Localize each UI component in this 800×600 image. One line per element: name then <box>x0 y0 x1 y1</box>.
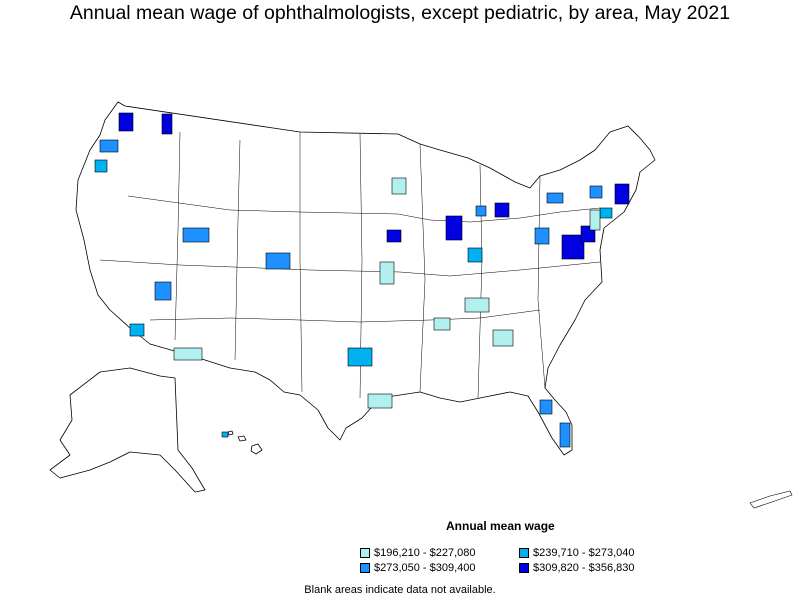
area-atlanta <box>492 329 514 347</box>
area-boston <box>614 183 630 205</box>
area-eugene <box>94 159 108 173</box>
legend-swatch-3 <box>360 563 370 573</box>
area-albany <box>589 185 603 199</box>
area-buffalo <box>546 192 564 204</box>
area-tampa <box>539 399 553 415</box>
area-las-vegas <box>154 281 172 301</box>
area-sioux-falls <box>391 177 407 195</box>
aleutian-islands <box>749 490 793 509</box>
area-indianapolis <box>467 247 483 263</box>
area-pittsburgh <box>534 227 550 245</box>
legend-title: Annual mean wage <box>446 519 555 533</box>
hawaii-outline <box>227 430 263 455</box>
area-portland <box>99 139 119 153</box>
area-wichita <box>379 261 395 285</box>
area-cedar-rapids <box>386 229 402 243</box>
area-tucson <box>173 347 203 361</box>
area-hawaii <box>221 431 229 438</box>
area-milwaukee <box>475 205 487 217</box>
legend-label-2: $239,710 - $273,040 <box>533 547 635 559</box>
area-miami <box>559 422 571 448</box>
area-detroit <box>494 202 510 218</box>
legend-label-3: $273,050 - $309,400 <box>374 562 476 574</box>
map-title: Annual mean wage of ophthalmologists, ex… <box>69 2 731 24</box>
area-san-diego <box>129 323 145 337</box>
legend-item-1: $196,210 - $227,080 <box>360 547 476 559</box>
area-salt-lake <box>182 227 210 243</box>
legend-swatch-1 <box>360 548 370 558</box>
area-nashville <box>464 297 490 313</box>
legend-swatch-2 <box>519 548 529 558</box>
area-hartford <box>599 207 613 219</box>
area-seattle <box>118 112 134 132</box>
area-new-jersey <box>589 209 601 231</box>
contiguous-us-outline <box>75 101 656 456</box>
area-spokane <box>161 113 173 135</box>
area-denver <box>265 252 291 270</box>
legend-item-4: $309,820 - $356,830 <box>519 562 635 574</box>
legend-item-2: $239,710 - $273,040 <box>519 547 635 559</box>
legend-item-3: $273,050 - $309,400 <box>360 562 476 574</box>
legend-label-4: $309,820 - $356,830 <box>533 562 635 574</box>
area-chicago <box>445 215 463 241</box>
alaska-outline <box>49 367 206 493</box>
area-baltimore-dc <box>561 234 585 260</box>
area-memphis <box>433 317 451 331</box>
data-note: Blank areas indicate data not available. <box>304 584 496 596</box>
legend-swatch-4 <box>519 563 529 573</box>
legend-label-1: $196,210 - $227,080 <box>374 547 476 559</box>
area-houston <box>367 393 393 409</box>
area-dallas <box>347 347 373 367</box>
